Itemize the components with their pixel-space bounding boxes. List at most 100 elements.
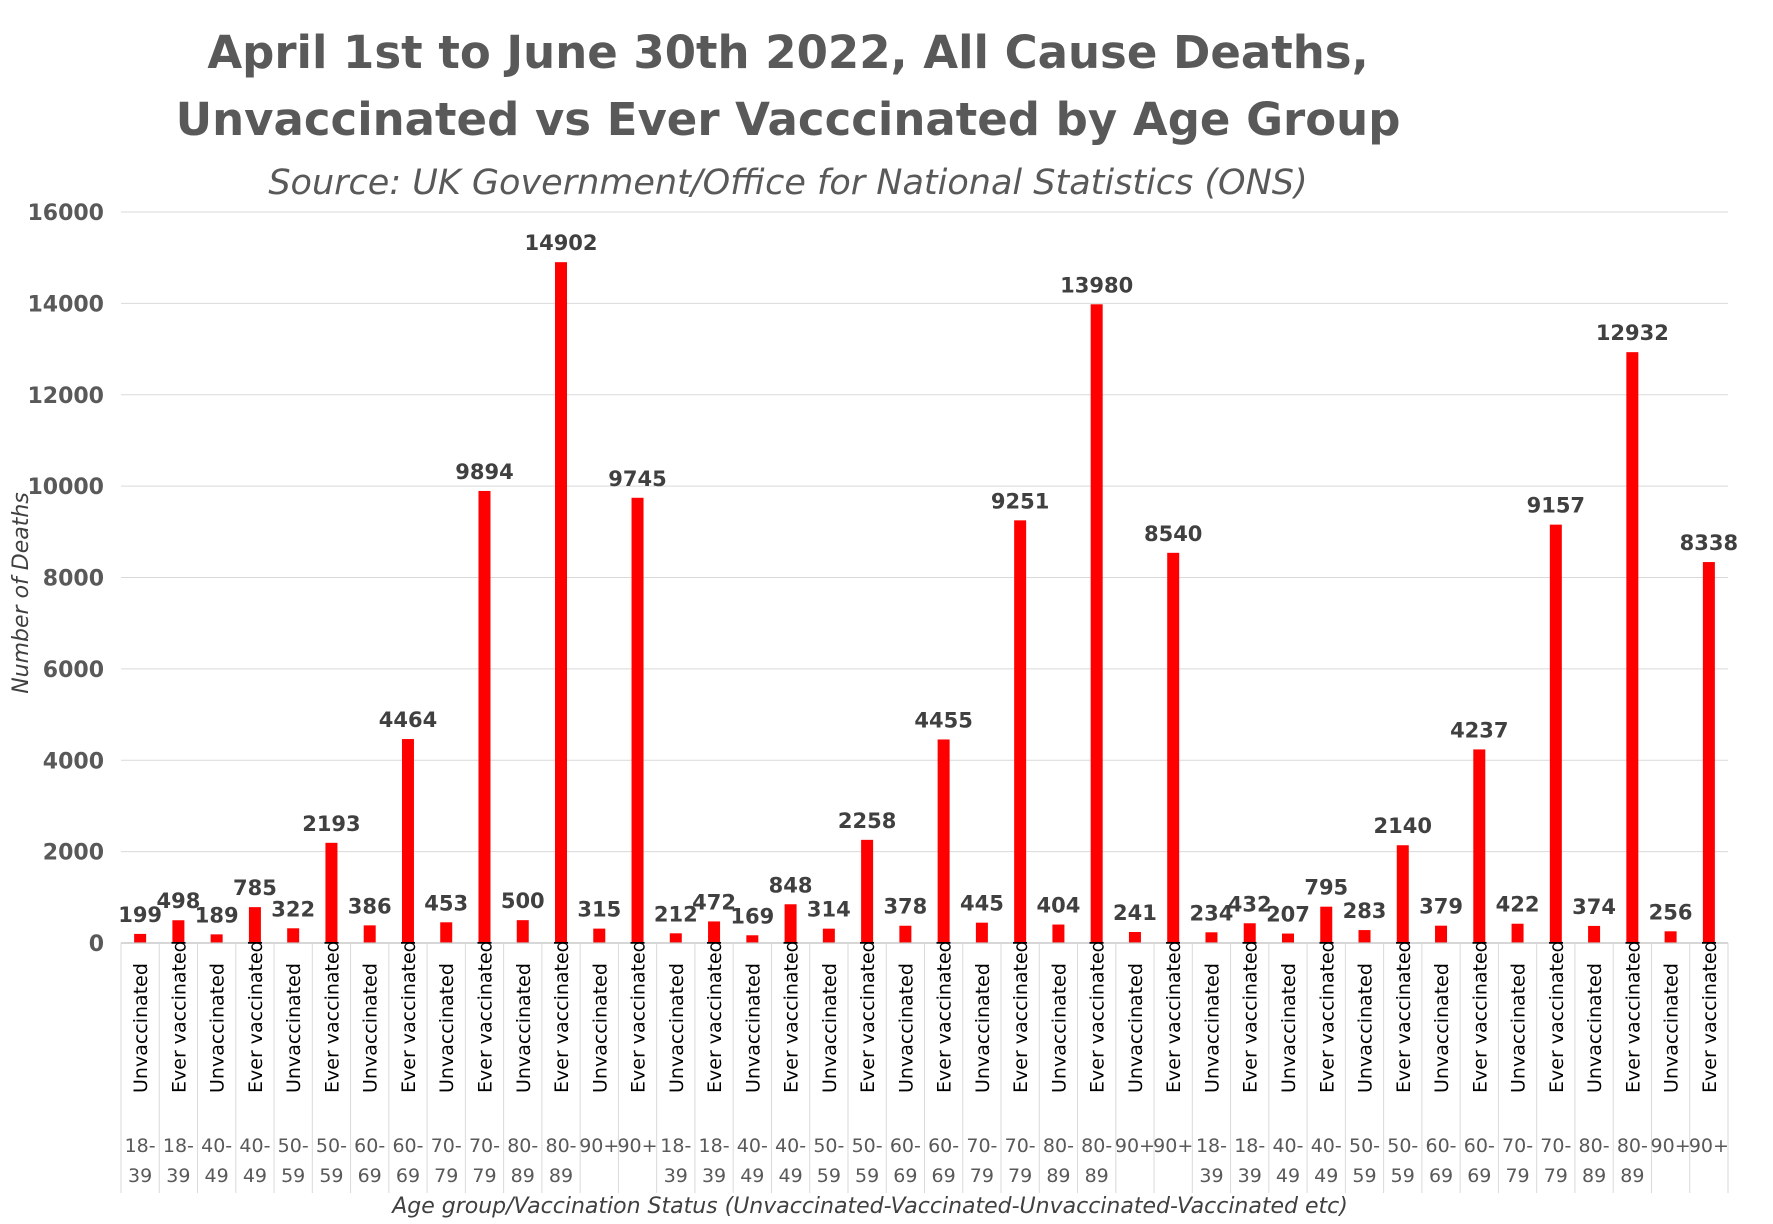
data-label: 8338 (1680, 531, 1738, 555)
data-label: 500 (501, 889, 545, 913)
bar (975, 922, 988, 943)
x-tick-status-label: Unvaccinated (130, 963, 152, 1093)
data-label: 199 (118, 903, 162, 927)
x-tick-age-label: 90+ (579, 1135, 619, 1157)
bar (134, 933, 147, 943)
data-label: 386 (348, 894, 392, 918)
x-tick-age-label: 18-39 (660, 1135, 691, 1187)
x-tick-age-label: 60-69 (1426, 1135, 1457, 1187)
bar (440, 922, 453, 943)
x-tick-status-label: Ever vaccinated (321, 940, 343, 1093)
bar (555, 262, 568, 943)
x-tick-age-label: 70-79 (469, 1135, 500, 1187)
data-label: 378 (883, 895, 927, 919)
bar (822, 928, 835, 943)
x-tick-status-label: Unvaccinated (1661, 963, 1683, 1093)
x-tick-status-label: Unvaccinated (1431, 963, 1453, 1093)
bar (631, 497, 644, 943)
x-tick-age-label: 80-89 (1081, 1135, 1112, 1187)
data-label: 9157 (1527, 494, 1585, 518)
data-label: 472 (692, 890, 736, 914)
data-label: 445 (960, 892, 1004, 916)
x-tick-age-label: 90+ (1651, 1135, 1691, 1157)
bar (1473, 749, 1486, 943)
bar (478, 490, 491, 943)
y-tick-label: 12000 (27, 384, 104, 409)
bar (1626, 352, 1639, 943)
data-label: 9894 (455, 460, 513, 484)
x-tick-age-label: 70-79 (431, 1135, 462, 1187)
data-label: 234 (1190, 901, 1234, 925)
x-tick-age-label: 60-69 (392, 1135, 423, 1187)
x-tick-status-label: Ever vaccinated (1010, 940, 1032, 1093)
data-label: 498 (156, 889, 200, 913)
bar (784, 904, 797, 943)
x-tick-status-label: Ever vaccinated (474, 940, 496, 1093)
x-tick-age-label: 70-79 (1502, 1135, 1533, 1187)
x-tick-age-label: 50-59 (316, 1135, 347, 1187)
bar (746, 935, 759, 943)
x-tick-status-label: Ever vaccinated (1546, 940, 1568, 1093)
data-label: 785 (233, 876, 277, 900)
data-label: 379 (1419, 895, 1463, 919)
data-label: 848 (769, 873, 813, 897)
data-label: 422 (1496, 893, 1540, 917)
x-tick-age-label: 60-69 (1464, 1135, 1495, 1187)
data-label: 256 (1649, 900, 1693, 924)
x-tick-age-label: 50-59 (1349, 1135, 1380, 1187)
bar (363, 925, 376, 943)
data-label: 404 (1036, 894, 1080, 918)
x-tick-status-label: Ever vaccinated (857, 940, 879, 1093)
bar (401, 739, 414, 943)
x-tick-status-label: Ever vaccinated (781, 940, 803, 1093)
bar (669, 933, 682, 943)
bar (1358, 930, 1371, 943)
data-label: 241 (1113, 901, 1157, 925)
x-tick-status-label: Unvaccinated (1278, 963, 1300, 1093)
data-label: 8540 (1144, 522, 1202, 546)
x-tick-status-label: Ever vaccinated (1163, 940, 1185, 1093)
bar (708, 921, 721, 943)
y-tick-label: 0 (89, 932, 104, 957)
data-label: 2258 (838, 809, 896, 833)
data-label: 212 (654, 902, 698, 926)
x-tick-age-label: 50-59 (1387, 1135, 1418, 1187)
x-tick-age-label: 70-79 (1005, 1135, 1036, 1187)
y-axis-ticks: 0 2000 4000 6000 8000 10000 12000 14000 16000 (27, 201, 104, 957)
x-tick-status-label: Unvaccinated (207, 963, 229, 1093)
x-tick-status-label: Unvaccinated (895, 963, 917, 1093)
x-tick-status-label: Unvaccinated (666, 963, 688, 1093)
bar (1281, 933, 1294, 943)
x-tick-status-label: Unvaccinated (742, 963, 764, 1093)
bar (1052, 924, 1065, 943)
x-tick-status-label: Ever vaccinated (1699, 940, 1721, 1093)
data-label: 283 (1343, 899, 1387, 923)
x-tick-status-label: Ever vaccinated (551, 940, 573, 1093)
data-label: 2193 (302, 812, 360, 836)
x-tick-age-label: 40-49 (1272, 1135, 1303, 1187)
x-tick-age-label: 80-89 (545, 1135, 576, 1187)
x-tick-age-label: 80-89 (1579, 1135, 1610, 1187)
data-label: 12932 (1596, 321, 1669, 345)
bar (1014, 520, 1027, 943)
x-tick-age-label: 60-69 (890, 1135, 921, 1187)
bar (1588, 925, 1601, 943)
bar (593, 928, 606, 943)
x-tick-status-label: Unvaccinated (1125, 963, 1147, 1093)
bar (1243, 923, 1256, 943)
data-label: 2140 (1374, 814, 1432, 838)
x-tick-age-label: 40-49 (239, 1135, 270, 1187)
y-tick-label: 16000 (27, 201, 104, 226)
y-tick-label: 14000 (27, 292, 104, 317)
x-tick-age-label: 80-89 (507, 1135, 538, 1187)
bar (899, 925, 912, 943)
bar (1205, 932, 1218, 943)
x-tick-status-label: Ever vaccinated (628, 940, 650, 1093)
x-axis-title: Age group/Vaccination Status (Unvaccinat… (390, 1194, 1348, 1219)
bar (1702, 562, 1715, 943)
x-tick-age-label: 80-89 (1617, 1135, 1648, 1187)
data-label: 795 (1304, 876, 1348, 900)
